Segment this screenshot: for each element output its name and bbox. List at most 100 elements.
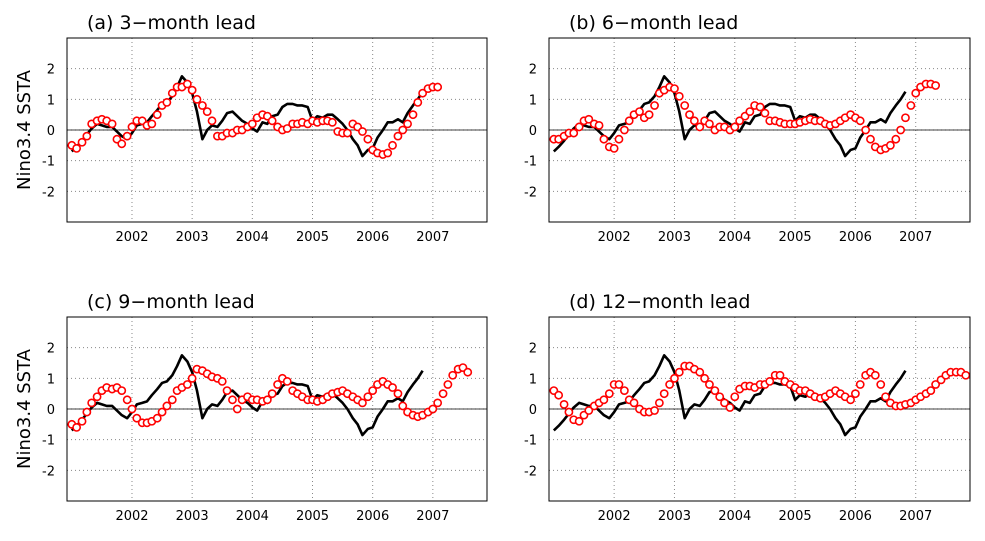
series-marker (122, 131, 132, 141)
y-tick-label: 2 (47, 63, 55, 78)
series-marker (72, 422, 82, 432)
x-tick-label: 2003 (176, 509, 209, 524)
series-marker (327, 117, 337, 127)
panel: -2 -1 0 1 2 2002 2003 2004 2005 2006 2007 (d) 12−mo… (524, 291, 971, 524)
series-marker (876, 380, 886, 389)
panel: -2 -1 0 1 2 2002 2003 2004 2005 2006 2007 (a) 3−mon… (14, 12, 488, 245)
series-marker (674, 91, 684, 101)
series-marker (614, 134, 624, 144)
plot-frame (548, 316, 971, 502)
series-marker (413, 98, 423, 107)
series-marker (398, 401, 408, 411)
series-marker (931, 380, 941, 389)
series-marker (187, 373, 197, 383)
series-marker (644, 110, 654, 120)
series-marker (393, 131, 403, 141)
series-marker (866, 134, 875, 144)
series-marker (689, 116, 699, 126)
series-marker (433, 82, 443, 92)
series-marker (117, 386, 127, 395)
series-marker (654, 398, 664, 408)
series-marker (383, 148, 393, 158)
series-marker (765, 376, 775, 386)
series-marker (127, 404, 137, 414)
series-line (70, 354, 424, 437)
series-marker (554, 390, 564, 400)
series-marker (891, 134, 901, 144)
x-tick-label: 2007 (416, 230, 449, 245)
series-marker (167, 88, 177, 98)
series-marker (182, 79, 192, 89)
panel: -2 -1 0 1 2 2002 2003 2004 2005 2006 2007 (c) 9−mon… (14, 291, 488, 524)
series-marker (775, 370, 785, 380)
series-marker (735, 116, 744, 126)
panel-title: (c) 9−month lead (87, 291, 255, 313)
series-marker (222, 386, 232, 395)
plot-frame (548, 37, 971, 223)
series-marker (388, 383, 397, 392)
series-marker (881, 392, 890, 402)
series-marker (624, 116, 634, 126)
x-tick-label: 2004 (718, 509, 751, 524)
series-marker (599, 395, 609, 405)
series-marker (267, 116, 277, 126)
x-tick-label: 2004 (718, 230, 751, 245)
series-line (552, 354, 907, 437)
x-tick-label: 2007 (899, 230, 932, 245)
series-marker (720, 398, 729, 408)
series-marker (448, 370, 458, 380)
series-marker (72, 143, 82, 153)
panel-title: (b) 6−month lead (569, 12, 738, 34)
series-marker (82, 131, 92, 141)
y-tick-label: -2 (42, 464, 55, 479)
series-marker (107, 119, 117, 129)
series-marker (77, 416, 87, 426)
y-tick-label: -2 (524, 185, 537, 200)
series-marker (368, 386, 378, 395)
series-marker (855, 116, 865, 126)
series-marker (403, 119, 412, 129)
x-tick-label: 2005 (296, 230, 329, 245)
series-marker (559, 399, 569, 409)
series-marker (931, 81, 941, 90)
series-marker (152, 413, 162, 423)
series-marker (192, 94, 202, 104)
series-marker (670, 84, 679, 93)
y-tick-label: -1 (42, 434, 55, 449)
series-marker (187, 85, 197, 95)
series-marker (428, 404, 438, 414)
y-tick-label: 1 (529, 93, 537, 108)
series-marker (584, 114, 594, 124)
series-marker (604, 389, 614, 399)
series-marker (398, 125, 408, 135)
series-marker (695, 367, 705, 377)
y-tick-label: -1 (42, 155, 55, 170)
series-marker (705, 119, 714, 129)
series-marker (614, 380, 624, 389)
y-tick-label: -1 (524, 434, 537, 449)
plot-frame (66, 37, 488, 223)
series-marker (650, 406, 659, 415)
series-marker (273, 380, 283, 389)
series-marker (408, 110, 418, 120)
series-marker (262, 395, 272, 405)
series-marker (117, 139, 127, 149)
series-marker (282, 124, 292, 133)
x-tick-label: 2002 (115, 509, 148, 524)
series-marker (77, 137, 87, 147)
plot-frame (66, 316, 488, 502)
x-tick-label: 2003 (658, 230, 691, 245)
series-marker (232, 404, 242, 414)
series-marker (433, 398, 443, 408)
series-marker (122, 395, 132, 405)
series-marker (217, 376, 227, 386)
x-tick-label: 2003 (176, 230, 209, 245)
y-tick-label: 2 (529, 342, 537, 357)
series-marker (926, 386, 936, 395)
series-marker (861, 125, 871, 135)
series-marker (629, 398, 639, 408)
series-marker (182, 380, 192, 389)
series-marker (162, 98, 172, 107)
x-tick-label: 2007 (416, 509, 449, 524)
